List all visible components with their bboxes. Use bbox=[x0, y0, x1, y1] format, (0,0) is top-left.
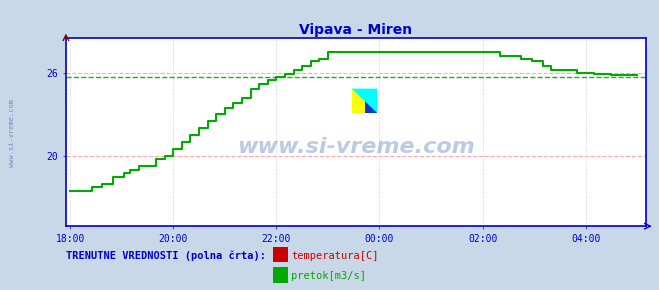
Text: www.si-vreme.com: www.si-vreme.com bbox=[9, 99, 15, 167]
Text: TRENUTNE VREDNOSTI (polna črta):: TRENUTNE VREDNOSTI (polna črta): bbox=[66, 251, 266, 261]
Polygon shape bbox=[352, 89, 378, 113]
Text: pretok[m3/s]: pretok[m3/s] bbox=[291, 271, 366, 281]
Text: www.si-vreme.com: www.si-vreme.com bbox=[237, 137, 474, 157]
Bar bbox=[352, 89, 364, 113]
Text: temperatura[C]: temperatura[C] bbox=[291, 251, 379, 261]
Title: Vipava - Miren: Vipava - Miren bbox=[299, 23, 413, 37]
Bar bbox=[364, 89, 378, 113]
